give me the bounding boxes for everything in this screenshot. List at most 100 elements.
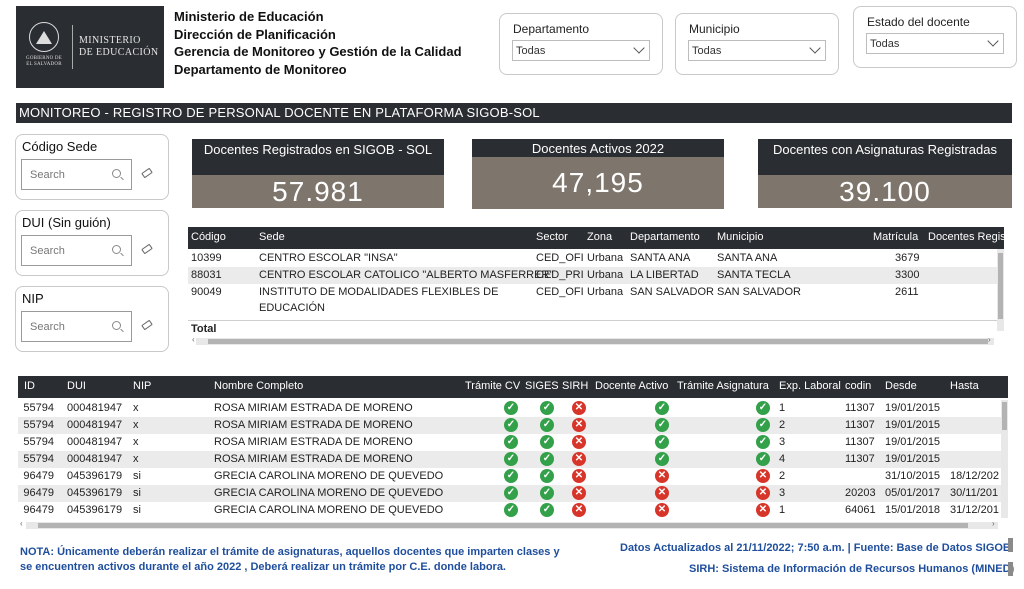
filter-label: Estado del docente xyxy=(867,15,970,29)
eraser-icon[interactable] xyxy=(141,319,153,331)
cell-desde: 19/01/2015 xyxy=(885,402,941,414)
cell-exp: 2 xyxy=(779,419,786,431)
col-nombre[interactable]: Nombre Completo xyxy=(214,380,304,392)
col-docentes-registrados[interactable]: Docentes Regis xyxy=(928,231,1006,243)
cell-exp: 1 xyxy=(779,504,786,516)
nota-line-1: NOTA: Únicamente deberán realizar el trá… xyxy=(20,546,560,558)
scroll-left-icon[interactable]: ‹ xyxy=(192,335,195,344)
kpi-value: 39.100 xyxy=(758,175,1012,208)
org-line-3: Gerencia de Monitoreo y Gestión de la Ca… xyxy=(174,44,462,59)
org-line-2: Dirección de Planificación xyxy=(174,26,336,42)
docente-row[interactable]: 55794 000481947 x ROSA MIRIAM ESTRADA DE MO… xyxy=(18,451,1008,468)
col-dui[interactable]: DUI xyxy=(67,380,86,392)
search-card-codigo-sede: Código Sede Search xyxy=(15,134,169,200)
eraser-icon[interactable] xyxy=(141,167,153,179)
col-tramite-asignatura[interactable]: Trámite Asignatura xyxy=(677,380,769,392)
col-exp-laboral[interactable]: Exp. Laboral xyxy=(779,380,841,392)
municipio-select[interactable]: Todas xyxy=(688,40,826,61)
docente-row[interactable]: 96479 045396179 si GRECIA CAROLINA MORENO D… xyxy=(18,485,1008,502)
sede-table: Código Sede Sector Zona Departamento Mun… xyxy=(188,227,1006,347)
check-icon: ✓ xyxy=(540,503,554,517)
cell-sede: INSTITUTO DE MODALIDADES FLEXIBLES DE xyxy=(259,286,499,298)
cross-icon: ✕ xyxy=(756,503,770,517)
col-codigo[interactable]: Código xyxy=(191,231,226,243)
scroll-right-icon[interactable]: › xyxy=(988,335,991,344)
docentes-horizontal-scrollbar[interactable] xyxy=(26,522,998,529)
col-zona[interactable]: Zona xyxy=(587,231,613,243)
cell-nip: x xyxy=(133,402,139,414)
check-icon: ✓ xyxy=(756,435,770,449)
cell-codigo: 88031 xyxy=(191,269,222,281)
estado-docente-select[interactable]: Todas xyxy=(866,33,1004,54)
cell-codin: 11307 xyxy=(845,436,875,448)
scroll-right-icon[interactable]: › xyxy=(992,519,995,528)
scroll-left-icon[interactable]: ‹ xyxy=(20,519,23,528)
col-sede[interactable]: Sede xyxy=(259,231,285,243)
kpi-docentes-activos: Docentes Activos 2022 47,195 xyxy=(472,139,724,209)
docente-row[interactable]: 96479 045396179 si GRECIA CAROLINA MORENO D… xyxy=(18,502,1008,519)
docente-row[interactable]: 55794 000481947 x ROSA MIRIAM ESTRADA DE MO… xyxy=(18,434,1008,451)
cell-nombre: GRECIA CAROLINA MORENO DE QUEVEDO xyxy=(214,487,444,499)
col-municipio[interactable]: Municipio xyxy=(717,231,764,243)
col-departamento[interactable]: Departamento xyxy=(630,231,700,243)
col-sector[interactable]: Sector xyxy=(536,231,568,243)
cell-desde: 15/01/2018 xyxy=(885,504,941,516)
col-hasta[interactable]: Hasta xyxy=(950,380,979,392)
sede-table-row[interactable]: 10399 CENTRO ESCOLAR "INSA" CED_OFI Urbana S… xyxy=(188,250,1004,267)
cell-nombre: ROSA MIRIAM ESTRADA DE MORENO xyxy=(214,402,413,414)
cell-exp: 1 xyxy=(779,402,786,414)
cell-sede: CENTRO ESCOLAR CATOLICO "ALBERTO MASFERR… xyxy=(259,269,554,281)
col-docente-activo[interactable]: Docente Activo xyxy=(595,380,669,392)
filter-label: Departamento xyxy=(513,22,590,36)
sede-vertical-scrollbar[interactable] xyxy=(997,249,1004,331)
col-siges[interactable]: SIGES xyxy=(525,380,559,392)
search-icon xyxy=(112,245,121,254)
sede-table-row[interactable]: 90049 INSTITUTO DE MODALIDADES FLEXIBLES … xyxy=(188,284,1004,301)
cell-municipio: SAN SALVADOR xyxy=(717,286,801,298)
nota-asignaturas: NOTA: Únicamente deberán realizar el trá… xyxy=(20,545,560,575)
cell-codin: 64061 xyxy=(845,504,876,516)
total-label: Total xyxy=(191,323,217,335)
sede-table-row[interactable]: 88031 CENTRO ESCOLAR CATOLICO "ALBERTO MA… xyxy=(188,267,1004,284)
check-icon: ✓ xyxy=(655,401,669,415)
col-codin[interactable]: codin xyxy=(845,380,872,392)
nota-line-2: se encuentren activos durante el año 202… xyxy=(20,561,506,573)
col-desde[interactable]: Desde xyxy=(885,380,917,392)
nip-search-input[interactable]: Search xyxy=(21,311,132,342)
col-sirh[interactable]: SIRH xyxy=(562,380,589,392)
eraser-icon[interactable] xyxy=(141,243,153,255)
dui-search-input[interactable]: Search xyxy=(21,235,132,266)
check-icon: ✓ xyxy=(540,435,554,449)
cell-codin: 11307 xyxy=(845,453,875,465)
kpi-title: Docentes con Asignaturas Registradas xyxy=(758,139,1012,175)
search-card-dui: DUI (Sin guión) Search xyxy=(15,210,169,276)
sede-horizontal-scrollbar[interactable] xyxy=(196,338,994,345)
col-nip[interactable]: NIP xyxy=(133,380,152,392)
docentes-table: ID DUI NIP Nombre Completo Trámite CV SI… xyxy=(18,376,1008,532)
docentes-vertical-scrollbar[interactable] xyxy=(1001,400,1008,518)
check-icon: ✓ xyxy=(540,486,554,500)
col-tramite-cv[interactable]: Trámite CV xyxy=(465,380,521,392)
codigo-sede-search-input[interactable]: Search xyxy=(21,159,132,190)
search-label: NIP xyxy=(22,291,44,306)
docente-row[interactable]: 96479 045396179 si GRECIA CAROLINA MORENO D… xyxy=(18,468,1008,485)
sirh-definition-note: SIRH: Sistema de Información de Recursos… xyxy=(689,563,1015,575)
kpi-title: Docentes Activos 2022 xyxy=(472,139,724,157)
cell-zona: Urbana xyxy=(587,269,624,281)
cell-nip: x xyxy=(133,453,139,465)
filter-estado-docente: Estado del docente Todas xyxy=(853,6,1017,68)
col-matricula[interactable]: Matrícula xyxy=(873,231,919,243)
sede-row-continuation: EDUCACIÓN xyxy=(259,302,326,314)
cell-nombre: ROSA MIRIAM ESTRADA DE MORENO xyxy=(214,419,413,431)
docente-row[interactable]: 55794 000481947 x ROSA MIRIAM ESTRADA DE MO… xyxy=(18,417,1008,434)
check-icon: ✓ xyxy=(504,435,518,449)
cross-icon: ✕ xyxy=(655,486,669,500)
col-id[interactable]: ID xyxy=(24,380,35,392)
cell-exp: 4 xyxy=(779,453,786,465)
cell-exp: 3 xyxy=(779,436,786,448)
cross-icon: ✕ xyxy=(572,401,586,415)
org-line-1: Ministerio de Educación xyxy=(174,9,324,24)
docente-row[interactable]: 55794 000481947 x ROSA MIRIAM ESTRADA DE MO… xyxy=(18,400,1008,417)
cross-icon: ✕ xyxy=(572,503,586,517)
departamento-select[interactable]: Todas xyxy=(512,40,650,61)
